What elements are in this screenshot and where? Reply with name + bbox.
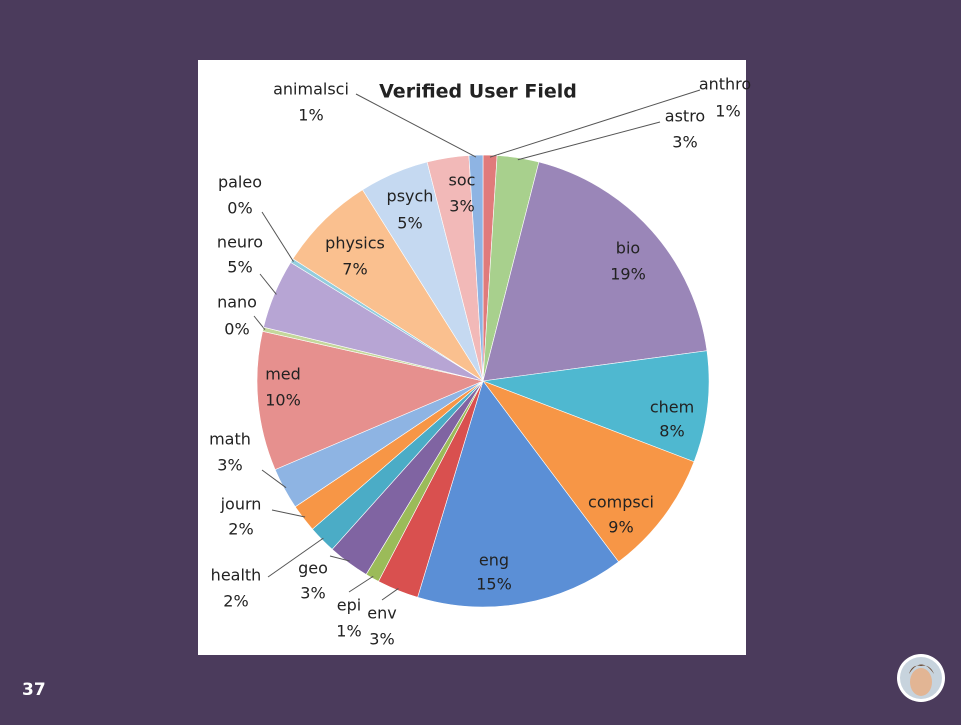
slice-value-label: 19%: [610, 265, 646, 284]
leader-line: [348, 575, 374, 593]
leader-line: [253, 315, 266, 331]
slice-label: anthro: [699, 75, 751, 94]
pie-slice: [417, 380, 619, 608]
slice-label: math: [209, 430, 251, 449]
slice-label: health: [211, 566, 262, 585]
slice-value-label: 3%: [369, 630, 394, 649]
slice-label: astro: [665, 107, 705, 126]
slice-label: geo: [298, 559, 328, 578]
slice-value-label: 3%: [217, 456, 242, 475]
slice-value-label: 2%: [223, 592, 248, 611]
slice-value-label: 2%: [228, 520, 253, 539]
slice-label: animalsci: [273, 80, 349, 99]
slice-label: chem: [650, 398, 694, 417]
leader-line: [271, 509, 306, 518]
slice-value-label: 1%: [336, 622, 361, 641]
slice-label: epi: [337, 596, 361, 615]
slice-label: psych: [387, 187, 434, 206]
slice-value-label: 1%: [715, 102, 740, 121]
slice-value-label: 5%: [227, 258, 252, 277]
slice-value-label: 5%: [397, 214, 422, 233]
leader-line: [259, 273, 277, 295]
slice-value-label: 0%: [224, 320, 249, 339]
slice-value-label: 8%: [659, 422, 684, 441]
slice-value-label: 9%: [608, 518, 633, 537]
slice-value-label: 3%: [449, 197, 474, 216]
slice-label: env: [367, 604, 396, 623]
leader-line: [381, 588, 399, 601]
slice-value-label: 3%: [672, 133, 697, 152]
leader-line: [261, 469, 287, 489]
slide-number: 37: [22, 680, 46, 700]
slice-value-label: 7%: [342, 260, 367, 279]
slice-value-label: 10%: [265, 391, 301, 410]
slice-value-label: 3%: [300, 584, 325, 603]
avatar-hair: [909, 664, 934, 674]
leader-line: [329, 555, 350, 562]
slice-label: compsci: [588, 493, 654, 512]
leader-line: [489, 89, 701, 158]
avatar-face: [910, 668, 932, 696]
leader-line: [517, 121, 661, 161]
slice-label: soc: [449, 171, 476, 190]
slice-label: journ: [220, 495, 262, 514]
pie-slice: [468, 154, 484, 382]
slice-label: bio: [616, 239, 640, 258]
slice-label: neuro: [217, 233, 263, 252]
leader-line: [355, 93, 477, 158]
slice-label: paleo: [218, 173, 262, 192]
pie-slice: [482, 380, 695, 563]
slice-value-label: 15%: [476, 575, 512, 594]
slice-label: nano: [217, 293, 257, 312]
leader-line: [261, 211, 294, 262]
avatar: [897, 654, 945, 702]
leader-line: [267, 537, 324, 578]
slice-label: physics: [325, 234, 385, 253]
slice-value-label: 1%: [298, 106, 323, 125]
pie-slice: [482, 161, 708, 382]
slice-value-label: 0%: [227, 199, 252, 218]
chart-title: Verified User Field: [379, 81, 577, 103]
pie-slice: [256, 330, 484, 470]
slice-label: med: [265, 365, 301, 384]
pie-slice: [482, 350, 710, 463]
slice-label: eng: [479, 551, 509, 570]
